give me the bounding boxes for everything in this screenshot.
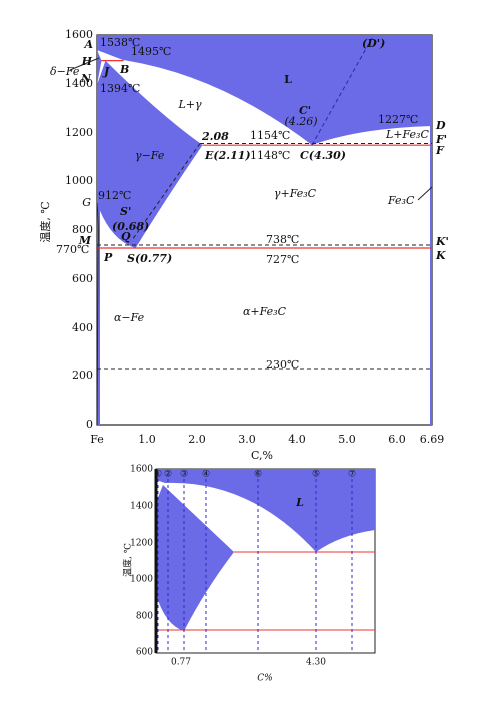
x-tick-label: Fe	[90, 433, 104, 446]
point-label: (0.68)	[112, 220, 149, 233]
y-tick-label: 800	[136, 612, 153, 622]
point-label: 1495℃	[131, 45, 171, 58]
point-label: P	[103, 251, 113, 264]
point-label: (D')	[362, 37, 385, 50]
x-axis-label: C%	[257, 674, 272, 684]
section-label: ③	[180, 470, 188, 480]
point-label: 738℃	[266, 233, 299, 246]
y-tick-label: 1600	[65, 28, 93, 41]
y-tick-label: 1400	[130, 502, 153, 512]
liquid-region	[156, 469, 375, 552]
point-label: 1394℃	[100, 82, 140, 95]
point-label: E(2.11)	[204, 149, 251, 162]
y-tick-label: 1000	[130, 575, 153, 585]
y-tick-label: 1200	[65, 126, 93, 139]
y-tick-label: 1400	[65, 77, 93, 90]
top-diagram: 1600 1400 1200 1000 800 600 400 200 0 Fe…	[38, 28, 449, 462]
x-mark-label: 0.77	[171, 658, 191, 668]
y-axis-label: 温度, ℃	[122, 543, 134, 577]
fe3c-line	[430, 126, 432, 425]
point-label: F	[435, 144, 445, 157]
point-label: δ−Fe	[50, 65, 80, 78]
point-label: K'	[435, 235, 449, 248]
point-label: C(4.30)	[300, 149, 346, 162]
point-label: B	[119, 63, 129, 76]
y-tick-label: 600	[136, 648, 153, 658]
x-mark-label: 4.30	[306, 658, 326, 668]
point-label: 1154℃	[250, 129, 290, 142]
point-label: 912℃	[98, 189, 131, 202]
section-label: ①	[154, 470, 162, 480]
point-label: α−Fe	[114, 311, 145, 324]
gamma-region	[97, 60, 203, 248]
x-tick-label: 3.0	[238, 433, 256, 446]
section-label: ⑤	[312, 470, 320, 480]
leader-line	[417, 186, 433, 201]
y-tick-label: 1200	[130, 539, 153, 549]
point-label: S'	[120, 205, 131, 218]
y-tick-label: 0	[86, 418, 93, 431]
x-tick-label: 6.69	[420, 433, 445, 446]
point-label: F'	[435, 133, 447, 146]
section-label: ②	[164, 470, 172, 480]
point-label: 1538℃	[100, 36, 140, 49]
point-label: M	[78, 234, 92, 247]
point-label: α+Fe₃C	[243, 305, 287, 318]
point-label: C'	[299, 104, 311, 117]
point-label: (4.26)	[284, 115, 317, 128]
y-tick-label: 800	[72, 223, 93, 236]
y-tick-label: 200	[72, 369, 93, 382]
point-label: J	[102, 65, 110, 78]
section-label: ⑥	[254, 470, 262, 480]
section-label: ④	[202, 470, 210, 480]
y-tick-label: 1000	[65, 174, 93, 187]
point-label: Q	[121, 230, 131, 243]
point-label: G	[82, 196, 91, 209]
point-label: γ−Fe	[135, 149, 165, 162]
point-label: 230℃	[266, 358, 299, 371]
point-label: 1227℃	[378, 113, 418, 126]
point-label: L+Fe₃C	[385, 128, 429, 141]
y-tick-label: 400	[72, 321, 93, 334]
x-tick-label: 1.0	[138, 433, 156, 446]
liquid-region	[97, 35, 432, 145]
point-label: 727℃	[266, 253, 299, 266]
point-label: L	[284, 73, 292, 86]
x-axis-label: C,%	[251, 449, 273, 462]
x-tick-label: 2.0	[188, 433, 206, 446]
point-label: 2.08	[201, 130, 229, 143]
point-label: D	[435, 119, 446, 132]
point-label: S(0.77)	[127, 252, 172, 265]
point-label: L+γ	[177, 98, 202, 111]
region-label: L	[295, 496, 304, 509]
point-label: N	[80, 72, 92, 85]
point-label: 1148℃	[250, 149, 290, 162]
point-label: H	[81, 55, 93, 68]
point-label: A	[83, 38, 93, 51]
y-tick-label: 1600	[130, 465, 153, 475]
x-tick-label: 4.0	[288, 433, 306, 446]
bottom-diagram: ① ② ③ ④ ⑥ ⑤ ⑦ 1600 1400 1200 1000 800 60…	[122, 465, 376, 684]
y-axis-label: 温度, ℃	[38, 201, 52, 242]
y-tick-label: 600	[72, 272, 93, 285]
gamma-region	[156, 485, 234, 631]
point-label: K	[435, 249, 446, 262]
dashed-line	[131, 143, 201, 241]
x-tick-label: 6.0	[388, 433, 406, 446]
point-label: 770℃	[56, 243, 89, 256]
point-label: γ+Fe₃C	[274, 187, 317, 200]
section-label: ⑦	[348, 470, 356, 480]
leader-line	[69, 57, 100, 71]
point-label: Fe₃C	[387, 194, 415, 207]
x-tick-label: 5.0	[338, 433, 356, 446]
alpha-region	[97, 203, 100, 425]
